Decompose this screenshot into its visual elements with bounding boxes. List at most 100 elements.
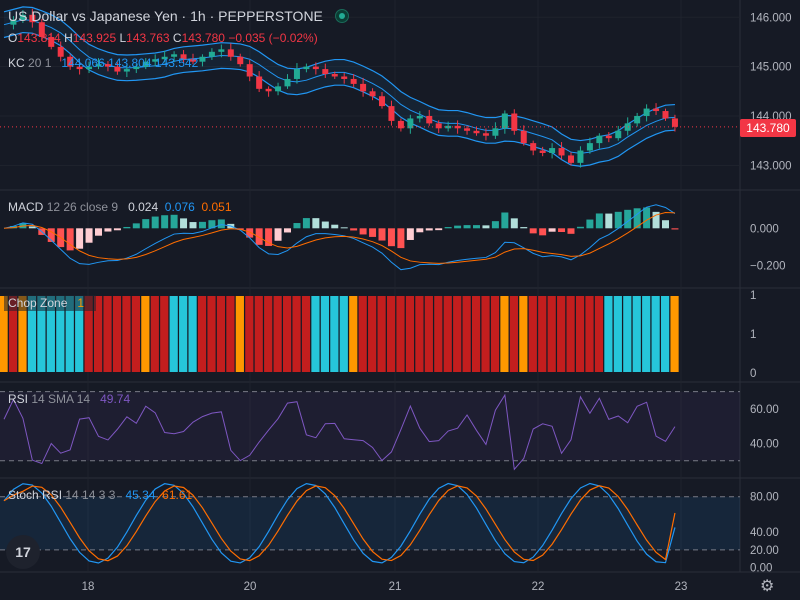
chop-zone-bar <box>141 296 150 372</box>
chop-label: Chop Zone <box>8 296 68 310</box>
candle <box>76 62 83 75</box>
macd-histogram-bar <box>406 228 414 240</box>
chop-zone-bar <box>547 296 556 372</box>
macd-histogram-bar <box>671 228 679 230</box>
candle-body <box>114 66 121 72</box>
stoch-tick-label: 20.00 <box>750 545 779 557</box>
time-tick-label: 23 <box>675 581 688 593</box>
candle <box>671 114 678 132</box>
macd-histogram-bar <box>85 228 93 243</box>
candle <box>303 63 310 73</box>
candle <box>482 128 489 141</box>
candle-body <box>19 14 26 20</box>
candle-body <box>10 19 17 25</box>
candle-body <box>454 125 461 129</box>
macd-histogram-bar <box>586 219 594 229</box>
candle-body <box>218 49 225 52</box>
macd-histogram-bar <box>491 221 499 229</box>
candle-body <box>48 37 55 47</box>
open-label: O <box>8 31 18 45</box>
settings-gear-icon[interactable]: ⚙ <box>760 578 775 595</box>
macd-histogram-bar <box>340 227 348 229</box>
chop-legend[interactable]: Chop Zone 1 <box>8 296 84 310</box>
open-value: 143.814 <box>17 31 61 45</box>
chop-zone-bar <box>169 296 178 372</box>
chop-zone-bar <box>642 296 651 372</box>
stoch-params: 14 14 3 3 <box>65 488 116 502</box>
macd-histogram-bar <box>208 220 216 229</box>
chop-tick-label: 0 <box>750 368 756 380</box>
stoch-tick-label: 80.00 <box>750 492 779 504</box>
candle-body <box>426 115 433 124</box>
macd-histogram-bar <box>387 228 395 247</box>
candle <box>615 125 622 141</box>
candle-body <box>152 59 159 62</box>
candle-body <box>624 123 631 131</box>
chop-zone-bar <box>368 296 377 372</box>
market-status-icon[interactable] <box>334 9 349 23</box>
chop-zone-bar <box>320 296 329 372</box>
symbol-title[interactable]: US Dollar vs Japanese Yen · 1h · PEPPERS… <box>8 8 349 24</box>
chop-zone-bar <box>415 296 424 372</box>
candle <box>577 146 584 168</box>
candle <box>199 54 206 67</box>
chop-zone-bar <box>254 296 263 372</box>
kc-label: KC <box>8 56 25 70</box>
macd-tick-label: −0.200 <box>750 261 786 273</box>
macd-params: 12 26 close 9 <box>46 200 119 214</box>
time-tick-label: 21 <box>389 581 402 593</box>
candle <box>643 104 650 122</box>
candle-body <box>312 66 319 70</box>
chop-zone-bar <box>528 296 537 372</box>
candle <box>256 71 263 93</box>
rsi-params: 14 SMA 14 <box>31 392 91 406</box>
macd-histogram-bar <box>539 228 547 236</box>
candle <box>435 120 442 133</box>
macd-histogram-bar <box>378 228 386 241</box>
stoch-legend[interactable]: Stoch RSI 14 14 3 3 45.34 61.61 <box>8 488 192 502</box>
macd-histogram-bar <box>95 228 102 236</box>
tradingview-logo-icon[interactable]: 17 <box>6 535 40 569</box>
candle <box>265 86 272 97</box>
macd-histogram-bar <box>47 228 55 242</box>
chop-zone-bar <box>273 296 282 372</box>
candle-body <box>549 148 556 153</box>
candle-body <box>180 54 187 60</box>
macd-histogram-bar <box>633 208 641 229</box>
chop-zone-bar <box>56 296 65 372</box>
candle <box>48 32 55 50</box>
chop-zone-bar <box>349 296 358 372</box>
macd-histogram-bar <box>255 228 263 245</box>
kc-lower-line <box>3 31 675 167</box>
macd-tick-label: 0.000 <box>750 223 779 235</box>
macd-histogram-bar <box>104 228 112 232</box>
candle-body <box>199 56 206 62</box>
candle <box>19 9 26 23</box>
stoch-label: Stoch RSI <box>8 488 63 502</box>
chop-zone-bar <box>216 296 226 372</box>
candle <box>407 114 414 134</box>
candle <box>388 100 395 126</box>
chop-legend-bg <box>4 295 96 311</box>
candle-body <box>586 143 593 151</box>
macd-histogram-bar <box>265 228 273 246</box>
stoch-d-line <box>3 485 676 562</box>
rsi-legend[interactable]: RSI 14 SMA 14 49.74 <box>8 392 130 406</box>
macd-legend[interactable]: MACD 12 26 close 9 0.024 0.076 0.051 <box>8 200 232 214</box>
chop-zone-bar <box>112 296 122 372</box>
chop-zone-bar <box>18 296 27 372</box>
chop-zone-bar <box>311 296 320 372</box>
chop-zone-bar <box>122 296 131 372</box>
kc-legend[interactable]: KC 20 1 144.066 143.804 143.542 <box>8 56 198 70</box>
candle-body <box>379 96 385 107</box>
price-tick-label: 145.000 <box>750 62 792 74</box>
candle-body <box>161 56 168 60</box>
chop-tick-label: 1 <box>750 329 756 341</box>
macd-histogram-bar <box>321 221 329 229</box>
candle <box>350 74 357 88</box>
candle <box>275 82 282 96</box>
chop-zone-bar <box>443 296 452 372</box>
macd-histogram-bar <box>302 218 310 229</box>
macd-label: MACD <box>8 200 44 214</box>
